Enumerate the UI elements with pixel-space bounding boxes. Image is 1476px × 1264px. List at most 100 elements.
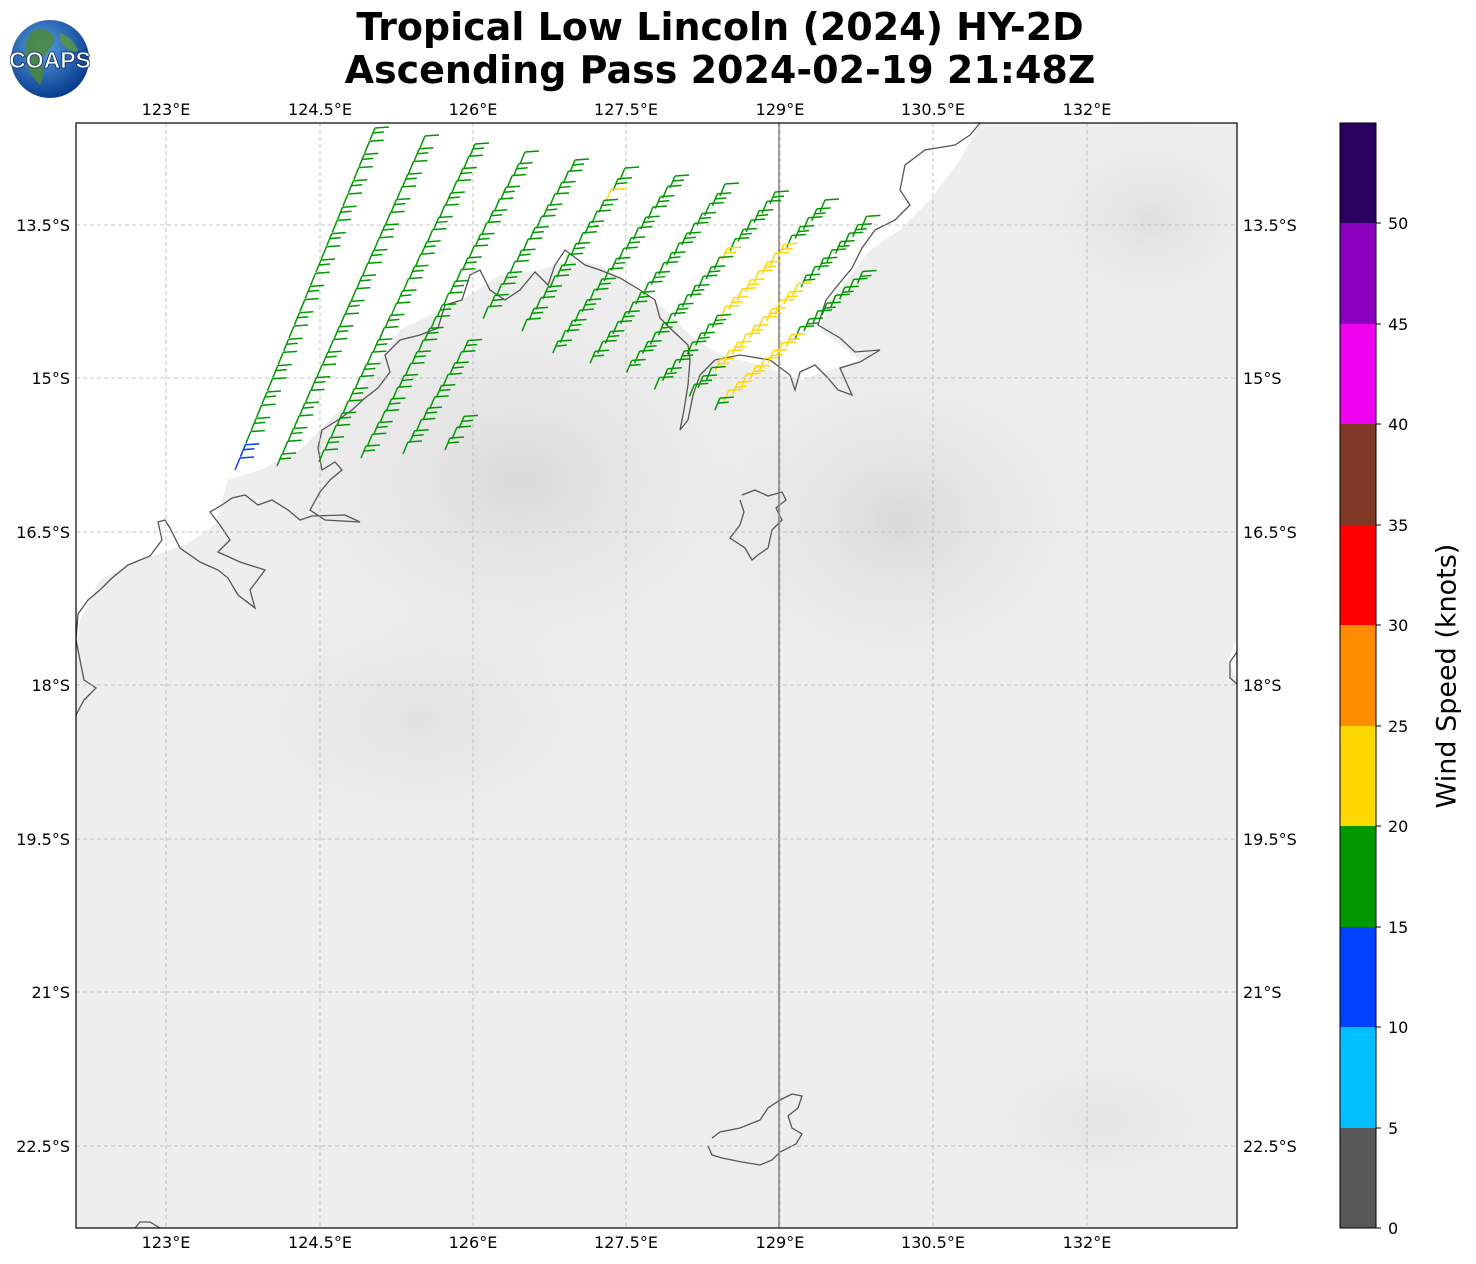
wind-barb-flag xyxy=(540,295,556,299)
wind-barb-flag xyxy=(293,324,309,327)
wind-barb-flag xyxy=(518,162,533,165)
wind-barb-shaft xyxy=(419,135,426,149)
wind-barb-shaft xyxy=(847,279,855,292)
wind-barb-shaft xyxy=(358,154,365,167)
wind-barb-flag xyxy=(771,307,786,310)
colorbar-tick: 5 xyxy=(1388,1119,1398,1138)
wind-barb-shaft xyxy=(589,350,596,364)
wind-barb-flag xyxy=(596,209,612,212)
wind-barb-flag xyxy=(741,232,753,236)
wind-barb-shaft xyxy=(322,351,329,365)
wind-barb-flag xyxy=(293,426,308,430)
lon-tick-bottom: 129°E xyxy=(756,1233,805,1252)
colorbar-label: Wind Speed (knots) xyxy=(1431,543,1463,809)
wind-barb-flag xyxy=(616,256,631,260)
wind-barb-shaft xyxy=(521,318,528,332)
wind-barb-flag xyxy=(589,220,605,223)
wind-barb-flag xyxy=(655,330,670,334)
colorbar-segment xyxy=(1340,625,1376,726)
wind-barb-flag xyxy=(396,301,411,304)
wind-barb-shaft xyxy=(433,217,440,230)
wind-barb-shaft xyxy=(354,376,361,389)
wind-barb-flag xyxy=(791,333,806,336)
wind-barb-shaft xyxy=(811,208,818,222)
wind-barb-shaft xyxy=(369,127,376,141)
wind-barb-flag xyxy=(844,285,859,289)
wind-barb-shaft xyxy=(542,204,549,218)
lon-tick-top: 126°E xyxy=(449,100,498,119)
wind-barb-flag xyxy=(798,229,810,233)
wind-barb-flag xyxy=(823,256,838,260)
wind-barb-flag xyxy=(348,399,363,402)
wind-barb-shaft xyxy=(408,430,416,444)
wind-barb-flag xyxy=(647,340,662,343)
wind-barb-shaft xyxy=(731,342,739,355)
wind-barb-flag xyxy=(746,372,761,376)
lat-tick-right: 19.5°S xyxy=(1243,830,1297,849)
wind-barb-flag xyxy=(677,307,689,311)
wind-barb-flag xyxy=(533,306,549,310)
wind-barb-flag xyxy=(658,199,670,203)
wind-barb-flag xyxy=(659,375,674,379)
wind-barb-flag xyxy=(499,197,514,200)
wind-barb-flag xyxy=(804,278,816,281)
wind-barb-flag xyxy=(494,293,509,297)
wind-barb-shaft xyxy=(495,283,503,297)
lon-tick-top: 132°E xyxy=(1063,100,1112,119)
wind-barb-flag xyxy=(639,349,654,352)
wind-barb-shaft xyxy=(293,312,301,326)
wind-barb-shaft xyxy=(736,288,743,302)
wind-barb-flag xyxy=(654,275,666,279)
wind-barb-shaft xyxy=(665,313,673,326)
wind-barb-flag xyxy=(587,225,600,228)
wind-barb-flag xyxy=(340,416,352,420)
colorbar-tick: 45 xyxy=(1388,315,1408,334)
wind-barb-flag xyxy=(601,203,614,207)
wind-barb-flag xyxy=(599,282,611,285)
wind-barb-flag xyxy=(698,336,710,339)
wind-barb-shaft xyxy=(552,340,559,354)
wind-barb-flag xyxy=(671,311,686,315)
wind-barb-shaft xyxy=(809,266,816,280)
wind-barb-flag xyxy=(565,329,580,332)
wind-barb-shaft xyxy=(757,316,764,330)
wind-barb-flag xyxy=(350,299,365,303)
wind-barb-flag xyxy=(534,225,549,229)
coastline-south xyxy=(134,1221,161,1228)
wind-barb-flag xyxy=(390,210,405,214)
colorbar-tick: 20 xyxy=(1388,817,1408,836)
wind-barb-shaft xyxy=(342,193,349,207)
land-shading xyxy=(660,320,1140,720)
wind-barb-shaft xyxy=(462,340,469,353)
lon-tick-top: 130.5°E xyxy=(901,100,965,119)
wind-barb-shaft xyxy=(255,404,263,418)
wind-barb-flag xyxy=(468,338,483,342)
wind-barb-flag xyxy=(623,246,638,249)
wind-barb-flag xyxy=(340,210,352,213)
wind-barb-flag xyxy=(737,340,752,344)
wind-barb-flag xyxy=(692,340,707,343)
wind-barb-flag xyxy=(797,281,812,285)
wind-barb-flag xyxy=(385,408,400,412)
wind-barb-flag xyxy=(432,227,447,231)
wind-barb-flag xyxy=(824,306,836,309)
wind-barb-flag xyxy=(365,444,381,447)
wind-barb-shaft xyxy=(288,325,295,339)
wind-barb-flag xyxy=(687,293,702,296)
wind-barb-flag xyxy=(299,414,314,417)
wind-barb-flag xyxy=(791,233,806,237)
wind-barb-flag xyxy=(299,311,314,314)
lat-tick-left: 16.5°S xyxy=(16,523,70,542)
wind-barb-shaft xyxy=(803,318,810,332)
wind-barb-shaft xyxy=(812,310,819,324)
wind-barb-shaft xyxy=(348,388,355,402)
wind-barb-flag xyxy=(656,270,671,274)
wind-barb-flag xyxy=(376,425,388,429)
wind-barb-shaft xyxy=(468,245,475,259)
wind-barb-shaft xyxy=(728,297,735,310)
wind-barb-shaft xyxy=(310,377,318,390)
wind-barb-shaft xyxy=(350,288,358,301)
wind-barb-shaft xyxy=(344,301,352,314)
wind-barb-shaft xyxy=(363,140,371,154)
wind-barb-flag xyxy=(336,423,351,427)
